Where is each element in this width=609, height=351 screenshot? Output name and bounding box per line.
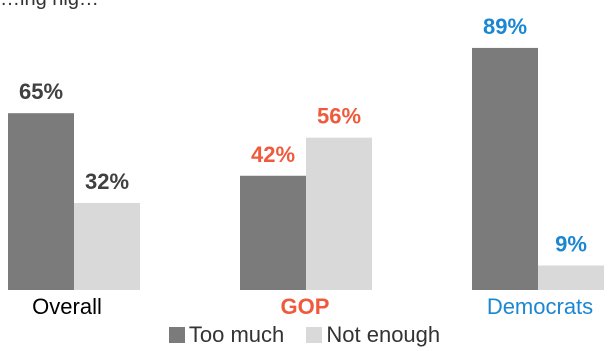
- legend-swatch-too-much: [168, 327, 185, 343]
- partial-title: …ing hig…: [0, 0, 99, 11]
- bar-overall-too-much: [8, 113, 74, 290]
- legend: Too much Not enough: [0, 322, 609, 348]
- bar-democrats-too-much: [472, 47, 538, 290]
- data-label-democrats-too-much: 89%: [483, 14, 527, 39]
- legend-item-too-much: Too much: [168, 322, 285, 348]
- data-label-gop-not-enough: 56%: [317, 104, 361, 129]
- category-label-democrats: Democrats: [487, 294, 593, 319]
- category-label-overall: Overall: [32, 294, 102, 319]
- bar-chart: 65% 32% Overall 42% 56% GOP 89% 9% Democrats: [8, 14, 604, 319]
- data-label-gop-too-much: 42%: [251, 142, 295, 167]
- data-label-overall-not-enough: 32%: [85, 169, 129, 194]
- legend-label-too-much: Too much: [188, 322, 285, 347]
- legend-item-not-enough: Not enough: [306, 322, 440, 348]
- bar-gop-too-much: [240, 175, 306, 290]
- data-label-overall-too-much: 65%: [19, 79, 63, 104]
- bar-democrats-not-enough: [538, 265, 604, 290]
- legend-swatch-not-enough: [306, 327, 323, 343]
- bar-gop-not-enough: [306, 137, 372, 290]
- legend-label-not-enough: Not enough: [326, 322, 441, 347]
- data-label-democrats-not-enough: 9%: [555, 232, 587, 257]
- bar-overall-not-enough: [74, 202, 140, 290]
- category-label-gop: GOP: [281, 294, 330, 319]
